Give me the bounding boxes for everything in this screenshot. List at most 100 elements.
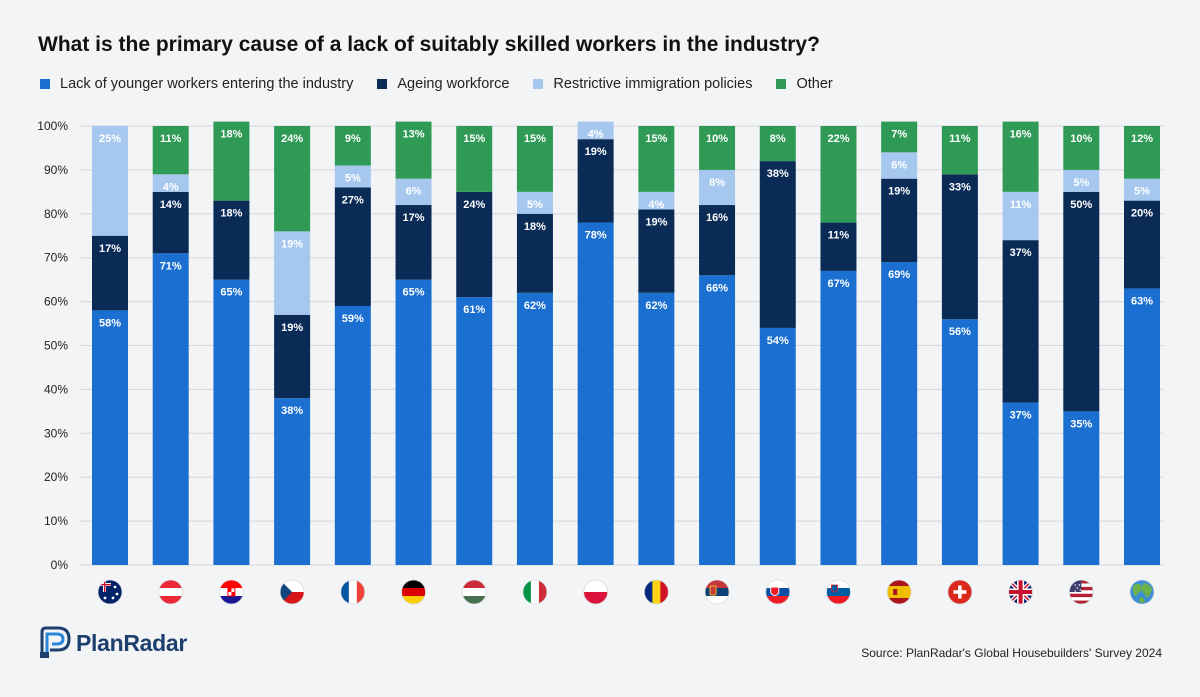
y-tick-label: 30% xyxy=(44,426,68,440)
bar-segment xyxy=(1063,411,1100,565)
data-label: 58% xyxy=(99,317,121,329)
data-label: 17% xyxy=(99,243,121,255)
bar-segment xyxy=(395,178,432,206)
bar-segment xyxy=(334,187,371,306)
legend-item-younger-workers: Lack of younger workers entering the ind… xyxy=(40,76,353,92)
legend-swatch-ageing-workforce xyxy=(377,79,388,89)
legend-label-immigration: Restrictive immigration policies xyxy=(553,76,753,92)
bar-segment xyxy=(152,253,189,565)
bar-segment xyxy=(334,165,371,188)
data-label: 7% xyxy=(891,129,907,141)
data-label: 33% xyxy=(949,181,971,193)
data-label: 24% xyxy=(281,133,303,145)
bar-segment xyxy=(820,126,857,223)
bar-segment xyxy=(516,126,553,192)
bar-segment xyxy=(941,174,978,320)
croatia-flag xyxy=(219,579,244,605)
germany-flag xyxy=(401,579,426,605)
data-label: 5% xyxy=(1073,177,1089,189)
data-label: 78% xyxy=(585,230,607,242)
bar-segment xyxy=(395,279,432,565)
data-label: 38% xyxy=(281,405,303,417)
data-label: 63% xyxy=(1131,295,1153,307)
data-label: 56% xyxy=(949,326,971,338)
y-tick-label: 90% xyxy=(44,163,68,177)
bar-segment xyxy=(274,231,311,315)
bar-segment xyxy=(881,121,918,153)
bar-segment xyxy=(1002,191,1039,241)
data-label: 6% xyxy=(406,186,422,198)
usa-flag xyxy=(1068,579,1094,605)
data-label: 5% xyxy=(1134,186,1150,198)
bar-segment xyxy=(152,174,189,192)
bar-segment xyxy=(759,161,796,328)
bar-segment xyxy=(638,292,675,565)
bar-segment xyxy=(638,191,675,210)
slovenia-flag xyxy=(826,579,851,605)
bar-segment xyxy=(1124,178,1160,201)
bar-segment xyxy=(577,139,614,223)
data-label: 38% xyxy=(767,168,789,180)
bar-segment xyxy=(1063,169,1100,192)
data-label: 4% xyxy=(648,199,664,211)
bar-segment xyxy=(759,126,796,162)
data-label: 50% xyxy=(1070,199,1092,211)
data-label: 16% xyxy=(1010,129,1032,141)
bar-segment xyxy=(881,152,918,179)
legend-swatch-immigration xyxy=(533,79,544,89)
legend-item-immigration: Restrictive immigration policies xyxy=(533,76,752,92)
data-label: 18% xyxy=(220,129,242,141)
data-label: 20% xyxy=(1131,208,1153,220)
bar-segment xyxy=(881,262,918,565)
bar-segment xyxy=(699,275,736,565)
planradar-logo-icon xyxy=(40,626,71,658)
bar-segment xyxy=(274,314,311,399)
bar-segment xyxy=(699,169,736,206)
bar-segment xyxy=(274,398,311,565)
y-tick-label: 70% xyxy=(44,251,68,265)
bar-segment xyxy=(395,121,432,179)
data-label: 66% xyxy=(706,282,728,294)
bar-segment xyxy=(334,305,371,565)
spain-flag xyxy=(886,579,912,605)
data-label: 19% xyxy=(281,322,303,334)
data-label: 19% xyxy=(281,238,303,250)
data-label: 10% xyxy=(706,133,728,145)
bar-segment xyxy=(699,126,736,170)
bar-segment xyxy=(274,126,311,232)
data-label: 62% xyxy=(524,300,546,312)
legend-swatch-younger-workers xyxy=(40,79,50,89)
y-tick-label: 10% xyxy=(44,514,68,528)
bar-segment xyxy=(820,222,857,271)
brand-name: PlanRadar xyxy=(76,629,188,656)
bar-segment xyxy=(881,178,918,263)
y-tick-label: 60% xyxy=(44,295,68,309)
bar-segment xyxy=(699,205,736,276)
y-tick-label: 0% xyxy=(51,558,69,572)
data-label: 9% xyxy=(345,133,361,145)
bar-segment xyxy=(577,222,614,565)
data-label: 65% xyxy=(403,287,425,299)
data-label: 15% xyxy=(463,133,485,145)
bar-segment xyxy=(92,310,128,565)
chart-title: What is the primary cause of a lack of s… xyxy=(38,33,820,56)
bar-segment xyxy=(941,319,978,565)
data-label: 69% xyxy=(888,269,910,281)
hungary-flag xyxy=(461,579,487,605)
legend-label-other: Other xyxy=(796,76,833,92)
data-label: 14% xyxy=(160,199,182,211)
legend-item-ageing-workforce: Ageing workforce xyxy=(377,76,509,92)
y-tick-label: 80% xyxy=(44,207,68,221)
data-label: 16% xyxy=(706,212,728,224)
y-tick-label: 40% xyxy=(44,382,68,396)
data-label: 15% xyxy=(524,133,546,145)
data-label: 18% xyxy=(524,221,546,233)
australia-flag xyxy=(97,579,123,605)
slovakia-flag xyxy=(765,579,791,605)
bar-segment xyxy=(759,327,796,565)
bar-segment xyxy=(516,292,553,565)
data-label: 4% xyxy=(163,181,179,193)
legend-swatch-other xyxy=(776,79,787,89)
data-label: 5% xyxy=(527,199,543,211)
data-label: 11% xyxy=(160,133,182,145)
